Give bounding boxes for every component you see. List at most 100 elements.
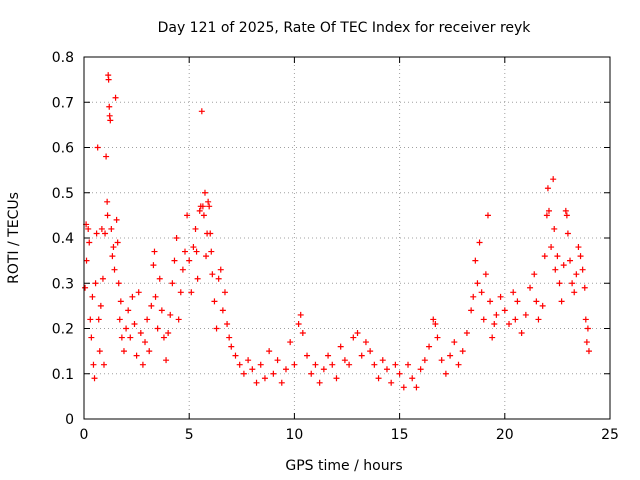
data-point [512,316,519,323]
data-point [487,298,494,305]
data-point [564,230,571,237]
data-point [463,330,470,337]
data-point [510,289,517,296]
data-point [491,320,498,327]
data-point [545,207,552,214]
data-point [158,307,165,314]
data-point [148,302,155,309]
data-point [87,316,94,323]
data-point [571,289,578,296]
data-point [96,348,103,355]
data-point [200,212,207,219]
y-tick-label: 0.3 [52,276,74,292]
grid [84,57,610,419]
data-point [114,239,121,246]
data-point [287,339,294,346]
plot-frame [83,56,611,420]
data-point [88,334,95,341]
data-point [112,94,119,101]
data-point [188,289,195,296]
data-point [447,352,454,359]
data-point [583,339,590,346]
data-point [563,212,570,219]
data-point [333,375,340,382]
data-point [493,311,500,318]
data-point [129,293,136,300]
data-point [541,253,548,260]
data-point [470,293,477,300]
y-tick-label: 0.5 [52,186,74,202]
y-tick-label: 0.8 [52,50,74,66]
data-point [131,320,138,327]
data-point [217,266,224,273]
data-point [98,225,105,232]
data-point [97,302,104,309]
data-point [156,275,163,282]
data-point [567,257,574,264]
data-point [560,262,567,269]
data-point [123,325,130,332]
data-point [375,375,382,382]
data-point [99,275,106,282]
data-point [489,334,496,341]
data-point [111,266,118,273]
data-point [329,361,336,368]
data-point [550,176,557,183]
data-point [257,361,264,368]
data-point [584,325,591,332]
data-point [417,366,424,373]
data-point [135,289,142,296]
x-tick-label: 15 [391,427,409,443]
x-tick-label: 20 [496,427,514,443]
data-point [92,280,99,287]
data-point [543,212,550,219]
data-point [506,320,513,327]
data-point [468,307,475,314]
data-point [194,275,201,282]
data-point [531,271,538,278]
data-point [221,289,228,296]
data-point [215,275,222,282]
data-point [86,239,93,246]
data-point [459,348,466,355]
data-point [165,330,172,337]
data-point [478,289,485,296]
data-point [137,330,144,337]
data-point [501,307,508,314]
data-point [569,280,576,287]
data-point [535,316,542,323]
data-point [113,216,120,223]
data-point [219,307,226,314]
data-point [274,357,281,364]
data-point [175,316,182,323]
data-point [102,230,109,237]
data-point [266,348,273,355]
data-point [104,212,111,219]
data-point [160,334,167,341]
data-point [514,298,521,305]
data-point [106,103,113,110]
data-point [582,316,589,323]
data-point [282,366,289,373]
data-point [472,257,479,264]
data-point [297,311,304,318]
data-point [107,117,114,124]
data-point [154,325,161,332]
x-tick-label: 5 [185,427,194,443]
data-point [249,366,256,373]
data-point [89,293,96,300]
data-point [224,320,231,327]
y-axis-label: ROTI / TECUs [6,192,22,284]
data-point [379,357,386,364]
data-point [203,253,210,260]
data-point [432,320,439,327]
data-point [150,262,157,269]
data-point [474,280,481,287]
data-point [548,244,555,251]
data-point [320,366,327,373]
data-point [177,289,184,296]
data-point [533,298,540,305]
data-points [82,72,592,391]
data-point [539,302,546,309]
data-point [367,348,374,355]
